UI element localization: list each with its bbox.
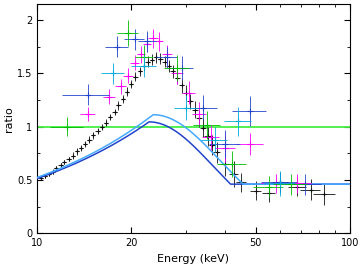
X-axis label: Energy (keV): Energy (keV): [158, 254, 229, 264]
Y-axis label: ratio: ratio: [4, 106, 14, 132]
